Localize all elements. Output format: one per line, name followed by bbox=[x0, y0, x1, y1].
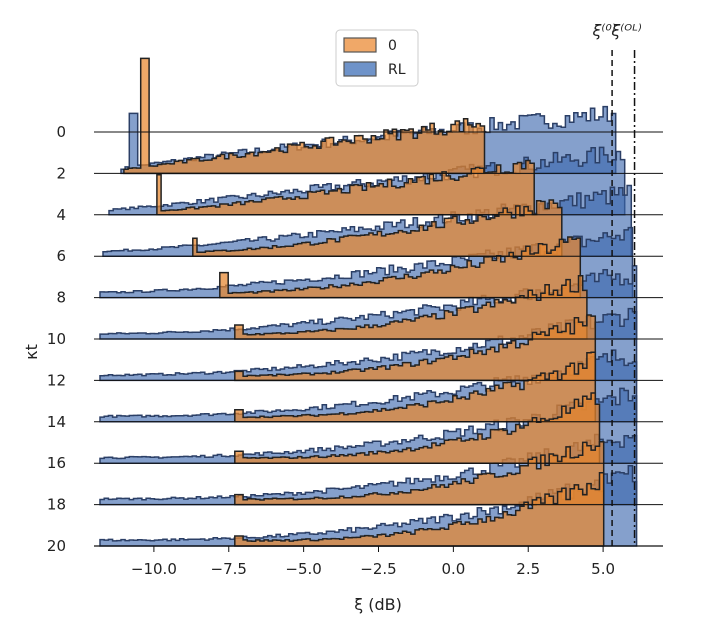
x-tick-label: 5.0 bbox=[591, 560, 615, 578]
ridge-0-kt-12 bbox=[234, 351, 597, 423]
y-tick-label: 16 bbox=[47, 454, 66, 472]
ridge-0-kt-4 bbox=[192, 199, 563, 257]
ridge-0-kt-18 bbox=[234, 471, 605, 547]
reference-lines-group: ξ⁽⁰⁾ξ⁽ᴼᴸ⁾ bbox=[591, 21, 642, 546]
legend-label: RL bbox=[388, 62, 406, 78]
y-axis-label: κt bbox=[22, 344, 41, 360]
y-tick-label: 18 bbox=[47, 496, 66, 514]
ridge-0-kt-16 bbox=[234, 440, 605, 506]
y-tick-label: 12 bbox=[47, 371, 66, 389]
y-tick-label: 10 bbox=[47, 330, 66, 348]
reference-line-label: ξ⁽⁰⁾ bbox=[591, 21, 615, 40]
y-tick-label: 20 bbox=[47, 537, 66, 555]
legend-label: 0 bbox=[388, 38, 397, 54]
x-axis-label: ξ (dB) bbox=[354, 595, 402, 614]
y-tick-label: 2 bbox=[56, 164, 66, 182]
x-tick-label: −10.0 bbox=[131, 560, 177, 578]
x-tick-label: 0.0 bbox=[441, 560, 465, 578]
y-axis: 0 2 4 6 8 10 12 14 16 18 20 bbox=[47, 123, 66, 555]
y-tick-label: 4 bbox=[56, 206, 66, 224]
ridge-0-kt-0 bbox=[123, 57, 486, 175]
y-tick-label: 14 bbox=[47, 413, 66, 431]
x-axis: −10.0 −7.5 −5.0 −2.5 0.0 2.5 5.0 bbox=[94, 545, 663, 578]
y-tick-label: 0 bbox=[56, 123, 66, 141]
ridges-group bbox=[99, 57, 638, 547]
ridge-0-kt-14 bbox=[234, 392, 601, 464]
x-tick-label: −5.0 bbox=[285, 560, 321, 578]
ridge-0-kt-2 bbox=[156, 159, 535, 216]
legend-swatch bbox=[343, 37, 377, 53]
reference-line-label: ξ⁽ᴼᴸ⁾ bbox=[610, 21, 641, 40]
y-tick-label: 6 bbox=[56, 247, 66, 265]
ridge-0-kt-10 bbox=[234, 314, 597, 382]
ridge-0-kt-8 bbox=[234, 274, 588, 340]
legend-swatch bbox=[343, 61, 377, 77]
x-tick-label: 2.5 bbox=[516, 560, 540, 578]
ridge-0-kt-6 bbox=[219, 236, 582, 299]
x-tick-label: −7.5 bbox=[211, 560, 247, 578]
legend: 0 RL bbox=[335, 29, 419, 87]
x-tick-label: −2.5 bbox=[360, 560, 396, 578]
y-tick-label: 8 bbox=[56, 289, 66, 307]
